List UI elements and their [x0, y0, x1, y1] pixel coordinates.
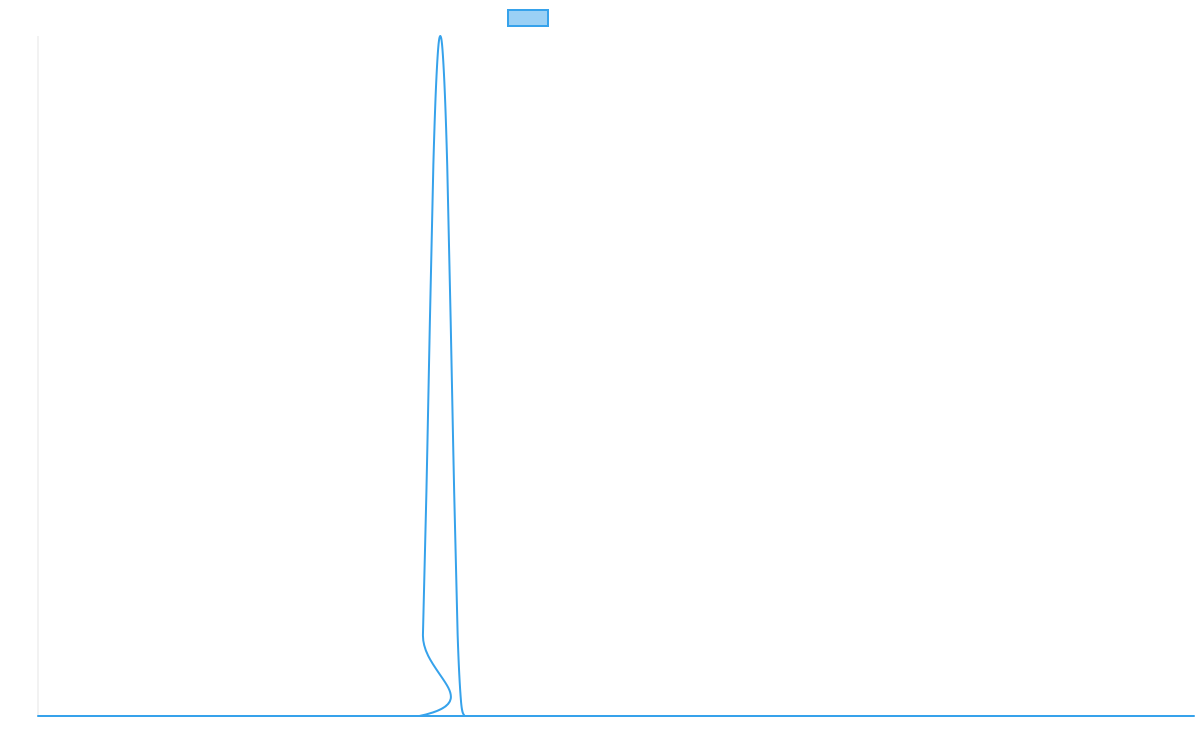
legend	[507, 9, 549, 27]
series-line-1	[37, 35, 1195, 718]
axes	[37, 36, 1194, 717]
series-layer	[37, 35, 1195, 718]
legend-swatch-series-1[interactable]	[507, 9, 549, 27]
